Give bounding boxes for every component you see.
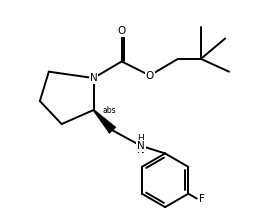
Text: H
N: H N bbox=[137, 136, 145, 155]
Text: O: O bbox=[146, 70, 154, 81]
Text: N: N bbox=[90, 73, 98, 83]
Text: F: F bbox=[199, 194, 205, 204]
Text: H: H bbox=[138, 134, 144, 143]
Polygon shape bbox=[93, 110, 116, 134]
Text: abs: abs bbox=[102, 106, 116, 114]
Text: O: O bbox=[118, 26, 126, 36]
Text: N: N bbox=[137, 141, 145, 151]
